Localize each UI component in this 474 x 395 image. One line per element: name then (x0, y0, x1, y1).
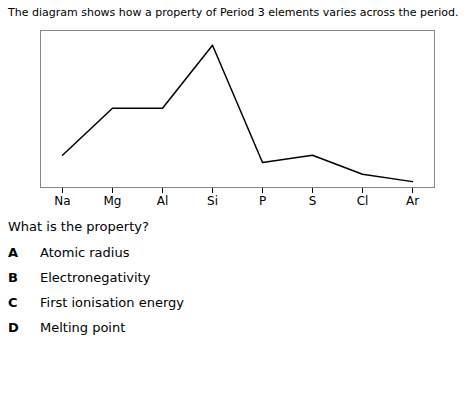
svg-text:Mg: Mg (104, 194, 122, 208)
svg-text:Ar: Ar (406, 194, 419, 208)
svg-text:P: P (259, 194, 266, 208)
svg-text:S: S (309, 194, 317, 208)
html-text:B: B (8, 270, 18, 286)
html-text:Electronegativity: Electronegativity (40, 270, 151, 286)
html-text:C: C (8, 295, 18, 311)
html-text:A: A (8, 245, 19, 261)
html-text:Melting point: Melting point (40, 320, 126, 336)
html-text:The diagram shows how a proper: The diagram shows how a property of Peri… (8, 6, 459, 19)
html-text:D: D (8, 320, 19, 336)
html-text:First ionisation energy: First ionisation energy (40, 295, 184, 311)
svg-text:Cl: Cl (357, 194, 369, 208)
html-text:What is the property?: What is the property? (8, 219, 149, 235)
svg-text:Al: Al (157, 194, 169, 208)
html-text:Atomic radius: Atomic radius (40, 245, 130, 261)
svg-text:Si: Si (207, 194, 218, 208)
svg-text:Na: Na (54, 194, 70, 208)
